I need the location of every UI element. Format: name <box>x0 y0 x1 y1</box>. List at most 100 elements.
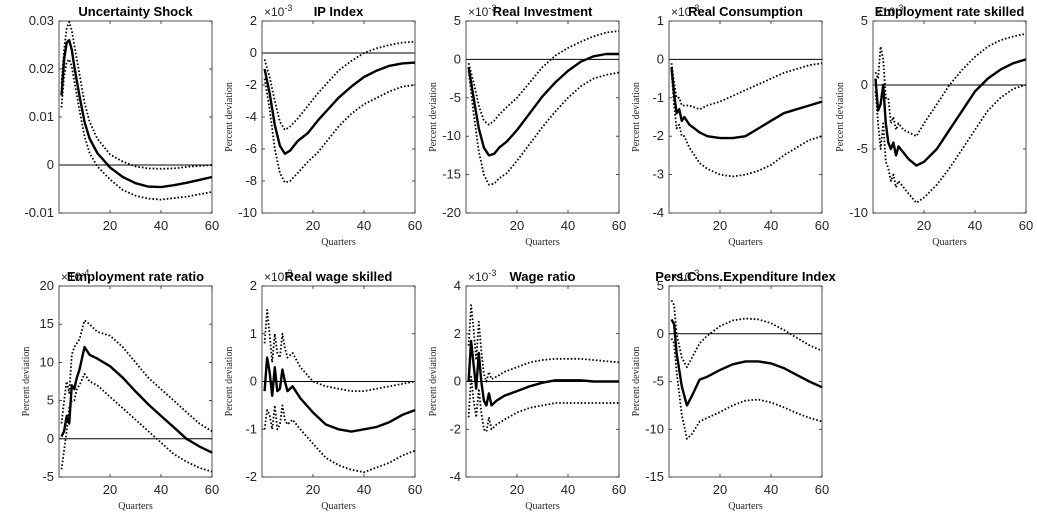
series-line-band <box>467 375 619 433</box>
y-tick-label: -5 <box>449 90 461 105</box>
series-line-mean <box>60 39 213 189</box>
y-tick-label: 0 <box>454 374 461 389</box>
series-line-band <box>60 21 213 170</box>
y-tick-label: 0 <box>454 51 461 66</box>
exponent-label: ×10-3 <box>875 3 903 19</box>
x-tick-label: 20 <box>713 218 727 233</box>
subplot-title: Pers.Cons.Expenditure Index <box>655 269 836 284</box>
x-tick-label: 60 <box>408 218 422 233</box>
x-tick-label: 40 <box>154 218 168 233</box>
y-tick-label: -10 <box>442 128 461 143</box>
x-tick-label: 20 <box>917 218 931 233</box>
y-tick-label: -5 <box>652 374 664 389</box>
y-tick-label: 0 <box>657 326 664 341</box>
x-tick-label: 20 <box>306 482 320 497</box>
axes-box <box>668 285 823 478</box>
y-tick-label: 5 <box>454 13 461 28</box>
y-tick-label: 0.02 <box>29 61 54 76</box>
x-tick-label: 60 <box>408 482 422 497</box>
subplot-title: Employment rate skilled <box>875 4 1025 19</box>
x-axis-label: Quarters <box>321 237 356 248</box>
y-tick-label: 4 <box>454 278 461 293</box>
series-line-band <box>670 70 823 178</box>
x-axis-label: Quarters <box>525 237 560 248</box>
axes-box <box>58 285 213 478</box>
y-axis-label: Percent deviation <box>21 347 32 417</box>
exponent-label: ×10-3 <box>264 3 292 19</box>
y-tick-label: -4 <box>449 469 461 484</box>
exponent-label: ×10-3 <box>468 3 496 19</box>
y-tick-label: -2 <box>652 128 664 143</box>
x-tick-label: 40 <box>968 218 982 233</box>
x-axis-label: Quarters <box>525 501 560 512</box>
axes-box <box>465 20 620 214</box>
series-line-band <box>670 62 823 111</box>
y-tick-label: 20 <box>40 278 54 293</box>
y-tick-label: 5 <box>861 13 868 28</box>
x-axis-label: Quarters <box>932 237 967 248</box>
exponent-label: ×10-3 <box>671 3 699 19</box>
y-tick-label: 2 <box>454 326 461 341</box>
series-line-band <box>467 30 620 126</box>
y-tick-label: 2 <box>250 278 257 293</box>
y-tick-label: -20 <box>442 205 461 220</box>
y-tick-label: -15 <box>645 469 664 484</box>
series-line-band <box>263 78 416 184</box>
y-tick-label: -2 <box>245 469 257 484</box>
x-tick-label: 40 <box>561 218 575 233</box>
series-line-band <box>670 299 823 369</box>
exponent-label: ×10-3 <box>264 268 292 284</box>
y-axis-label: Percent deviation <box>631 347 642 417</box>
x-tick-label: 40 <box>764 218 778 233</box>
subplot-title: Employment rate ratio <box>67 269 204 284</box>
x-axis-label: Quarters <box>118 501 153 512</box>
y-tick-label: -8 <box>245 173 257 188</box>
y-tick-label: 5 <box>657 278 664 293</box>
x-tick-label: 60 <box>205 218 219 233</box>
subplot-title: IP Index <box>314 4 364 19</box>
x-axis-label: Quarters <box>728 501 763 512</box>
series-line-band <box>874 84 1027 204</box>
y-tick-label: 0.03 <box>29 13 54 28</box>
y-tick-label: 10 <box>40 354 54 369</box>
y-tick-label: 15 <box>40 316 54 331</box>
series-line-band <box>263 40 416 131</box>
x-tick-label: 60 <box>815 482 829 497</box>
y-tick-label: -5 <box>42 469 54 484</box>
y-tick-label: 0 <box>250 374 257 389</box>
y-tick-label: -2 <box>245 77 257 92</box>
x-tick-label: 20 <box>306 218 320 233</box>
y-tick-label: 0.01 <box>29 109 54 124</box>
y-tick-label: -0.01 <box>24 205 54 220</box>
x-tick-label: 60 <box>205 482 219 497</box>
series-line-mean <box>263 356 416 433</box>
series-line-mean <box>467 339 619 407</box>
y-tick-label: -6 <box>245 141 257 156</box>
subplot-2: -10 -8 -6 -4 -2 0 2 20 40 60 ×10-3 IP Index Quarters… <box>224 3 422 248</box>
y-tick-label: -3 <box>652 167 664 182</box>
y-tick-label: 1 <box>657 13 664 28</box>
y-axis-label: Percent deviation <box>631 82 642 152</box>
series-line-band <box>263 404 416 474</box>
series-line-mean <box>670 318 823 407</box>
axes-box <box>872 20 1027 214</box>
x-tick-label: 20 <box>510 482 524 497</box>
series-line-band <box>263 309 416 392</box>
y-axis-label: Percent deviation <box>428 82 439 152</box>
y-tick-label: -2 <box>449 421 461 436</box>
y-tick-label: 0 <box>47 157 54 172</box>
series-line-mean <box>670 66 823 140</box>
subplot-title: Real Consumption <box>688 4 803 19</box>
x-tick-label: 60 <box>815 218 829 233</box>
y-tick-label: -1 <box>245 421 257 436</box>
subplot-1: -0.01 0 0.01 0.02 0.03 20 40 60 Uncertainty Shoc… <box>24 4 219 233</box>
subplot-8: -4 -2 0 2 4 20 40 60 ×10-3 Wage ratio Quarters Perc… <box>428 268 626 512</box>
subplot-9: -15 -10 -5 0 5 20 40 60 ×10-3Pers.Cons.Expenditu… <box>631 268 837 512</box>
y-tick-label: 1 <box>250 326 257 341</box>
x-tick-label: 40 <box>357 218 371 233</box>
